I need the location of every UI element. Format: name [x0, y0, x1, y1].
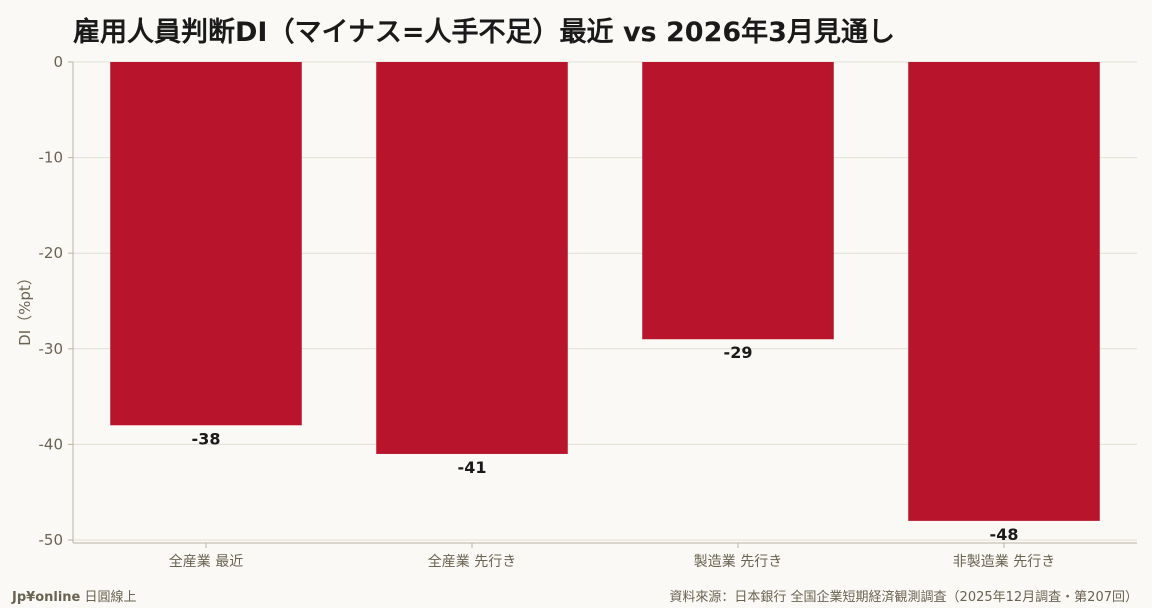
footer-brand: Jp¥online 日圓線上 — [12, 586, 137, 605]
y-tick-label: -20 — [39, 244, 64, 262]
x-tick-label: 全産業 先行き — [428, 553, 516, 570]
data-label: -48 — [990, 525, 1019, 544]
y-tick-label: -10 — [39, 149, 64, 167]
y-tick-label: 0 — [53, 53, 63, 71]
bar — [642, 62, 834, 340]
brand-subtitle: 日圓線上 — [84, 590, 137, 605]
chart-title: 雇用人員判断DI（マイナス=人手不足）最近 vs 2026年3月見通し — [73, 17, 895, 48]
x-tick-label: 全産業 最近 — [169, 553, 243, 570]
bar — [908, 62, 1100, 521]
y-tick-label: -30 — [39, 340, 64, 358]
labels: 0 -10 -20 -30 -40 -50 -38 全産業 最近 -41 全産業 先行き -29 製造… — [39, 53, 1056, 570]
x-tick-label: 製造業 先行き — [694, 554, 782, 570]
x-tick-label: 非製造業 先行き — [953, 554, 1055, 570]
bars — [110, 62, 1100, 521]
bar — [110, 62, 302, 426]
bar — [376, 62, 568, 454]
y-axis-label: DI（%pt） — [16, 270, 34, 346]
data-label: -41 — [458, 458, 487, 477]
y-tick-label: -50 — [39, 531, 64, 549]
source-note: 資料來源：日本銀行 全国企業短期経済観測調査（2025年12月調査・第207回） — [669, 590, 1138, 605]
brand-name: Jp¥online — [12, 590, 81, 605]
data-label: -29 — [724, 343, 753, 362]
data-label: -38 — [192, 429, 221, 448]
axes — [68, 61, 1137, 548]
y-tick-label: -40 — [39, 435, 64, 453]
